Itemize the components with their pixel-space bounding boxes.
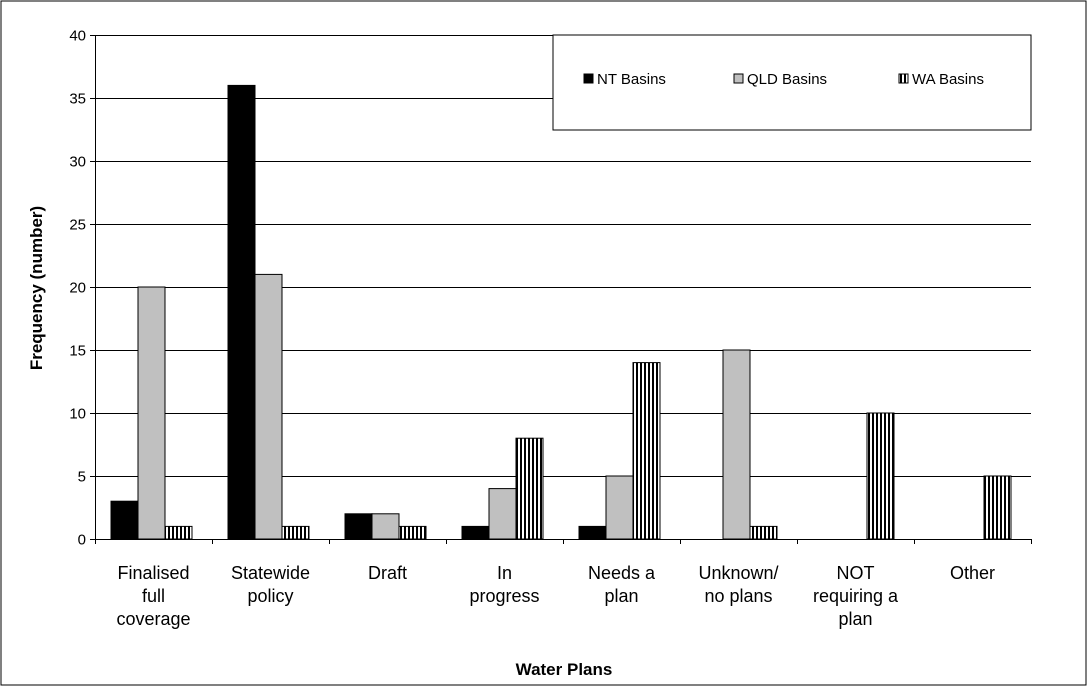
y-tick-label: 30 [69, 154, 86, 171]
bar-wa-basins [983, 475, 1012, 540]
bar-qld-basins [488, 488, 517, 540]
bar-qld-basins [137, 286, 166, 540]
x-axis-title: Water Plans [516, 660, 613, 679]
x-tick-label: NOT requiring a plan [813, 563, 899, 629]
legend-label: QLD Basins [747, 71, 827, 88]
bar-wa-basins [398, 525, 427, 540]
legend-swatch [733, 73, 744, 84]
y-axis-title: Frequency (number) [27, 206, 46, 370]
bar-nt-basins [578, 525, 607, 540]
bar-wa-basins [866, 412, 895, 540]
x-tick-label: Finalised full coverage [116, 563, 190, 629]
legend-swatch [898, 73, 909, 84]
axes [90, 35, 1032, 544]
legend-label: WA Basins [912, 71, 984, 88]
y-tick-label: 0 [78, 532, 86, 549]
bar-nt-basins [227, 84, 256, 540]
y-tick-label: 25 [69, 217, 86, 234]
bar-wa-basins [749, 525, 778, 540]
y-tick-label: 5 [78, 469, 86, 486]
bar-nt-basins [461, 525, 490, 540]
legend-swatch [583, 73, 594, 84]
bar-qld-basins [254, 273, 283, 540]
bar-qld-basins [371, 513, 400, 540]
bar-wa-basins [632, 362, 661, 540]
x-tick-label: In progress [469, 563, 539, 606]
x-tick-label: Unknown/no plans [698, 563, 778, 606]
x-tick-label: Statewide policy [231, 563, 310, 606]
bar-qld-basins [605, 475, 634, 540]
legend-box [552, 34, 1032, 131]
bar-wa-basins [164, 525, 193, 540]
bar-wa-basins [281, 525, 310, 540]
bar-nt-basins [344, 513, 373, 540]
bar-wa-basins [515, 437, 544, 540]
y-tick-label: 15 [69, 343, 86, 360]
legend-label: NT Basins [597, 71, 666, 88]
y-tick-label: 40 [69, 28, 86, 45]
x-tick-label: Needs a plan [588, 563, 656, 606]
tick-labels: 0 5 10 15 20 25 30 35 40 Finalised full coverage Sta… [69, 28, 995, 630]
bar-nt-basins [110, 500, 139, 540]
y-tick-label: 35 [69, 91, 86, 108]
legend: NT Basins QLD Basins WA Basins [552, 34, 1032, 131]
bar-qld-basins [722, 349, 751, 540]
bars [110, 84, 1012, 540]
x-tick-label: Draft [368, 563, 407, 583]
y-tick-label: 20 [69, 280, 86, 297]
x-tick-label: Other [950, 563, 995, 583]
y-tick-label: 10 [69, 406, 86, 423]
